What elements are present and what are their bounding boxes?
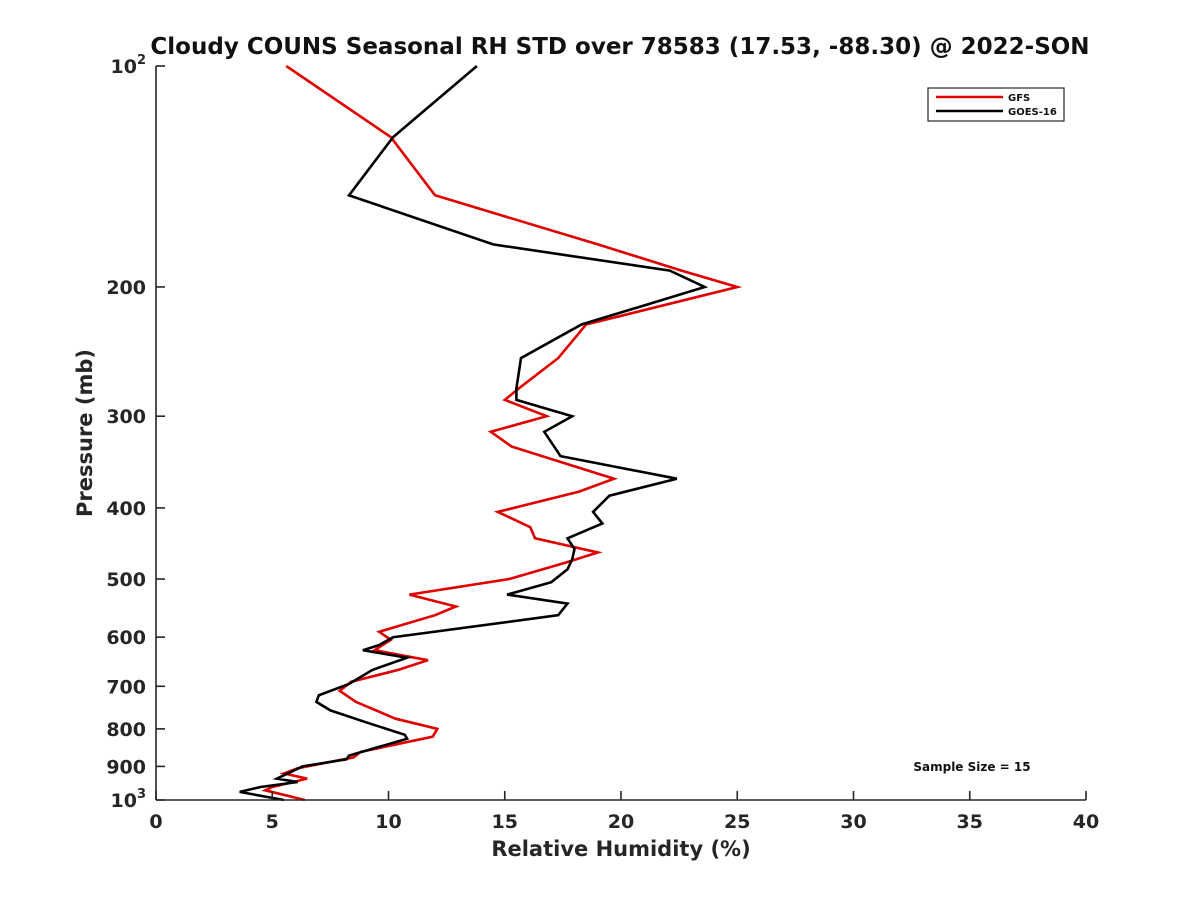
series-line-goes16: [239, 65, 709, 802]
y-ticks: 102 200 300 400 500 600 700 800 900 103: [106, 53, 165, 812]
chart-title: Cloudy COUNS Seasonal RH STD over 78583 …: [150, 34, 1089, 60]
y-tick-label: 600: [106, 627, 146, 649]
x-tick-label: 20: [608, 811, 634, 833]
x-tick-label: 35: [957, 811, 983, 833]
x-tick-label: 10: [375, 811, 401, 833]
x-tick-label: 15: [492, 811, 518, 833]
sample-size-annotation: Sample Size = 15: [913, 760, 1030, 774]
y-tick-label: 200: [106, 277, 146, 299]
y-tick-label: 500: [106, 569, 146, 591]
x-tick-label: 30: [840, 811, 866, 833]
y-tick-label: 800: [106, 719, 146, 741]
legend-label-goes16: GOES-16: [1008, 107, 1057, 118]
x-ticks: 0 5 10 15 20 25 30 35 40: [149, 791, 1099, 833]
legend-label-gfs: GFS: [1008, 93, 1030, 104]
x-tick-label: 0: [149, 811, 162, 833]
y-axis-label: Pressure (mb): [73, 349, 97, 517]
y-tick-label: 700: [106, 676, 146, 698]
x-tick-label: 40: [1073, 811, 1099, 833]
legend: GFS GOES-16: [927, 87, 1065, 122]
legend-box: [927, 87, 1065, 122]
y-tick-label: 102: [111, 53, 147, 78]
y-tick-label: 400: [106, 498, 146, 520]
x-axis-label: Relative Humidity (%): [491, 837, 750, 861]
y-tick-label: 300: [106, 406, 146, 428]
x-tick-label: 5: [266, 811, 279, 833]
plot-lines: [239, 64, 743, 802]
y-tick-label: 103: [111, 787, 147, 812]
x-tick-label: 25: [724, 811, 750, 833]
y-tick-label: 900: [106, 756, 146, 778]
